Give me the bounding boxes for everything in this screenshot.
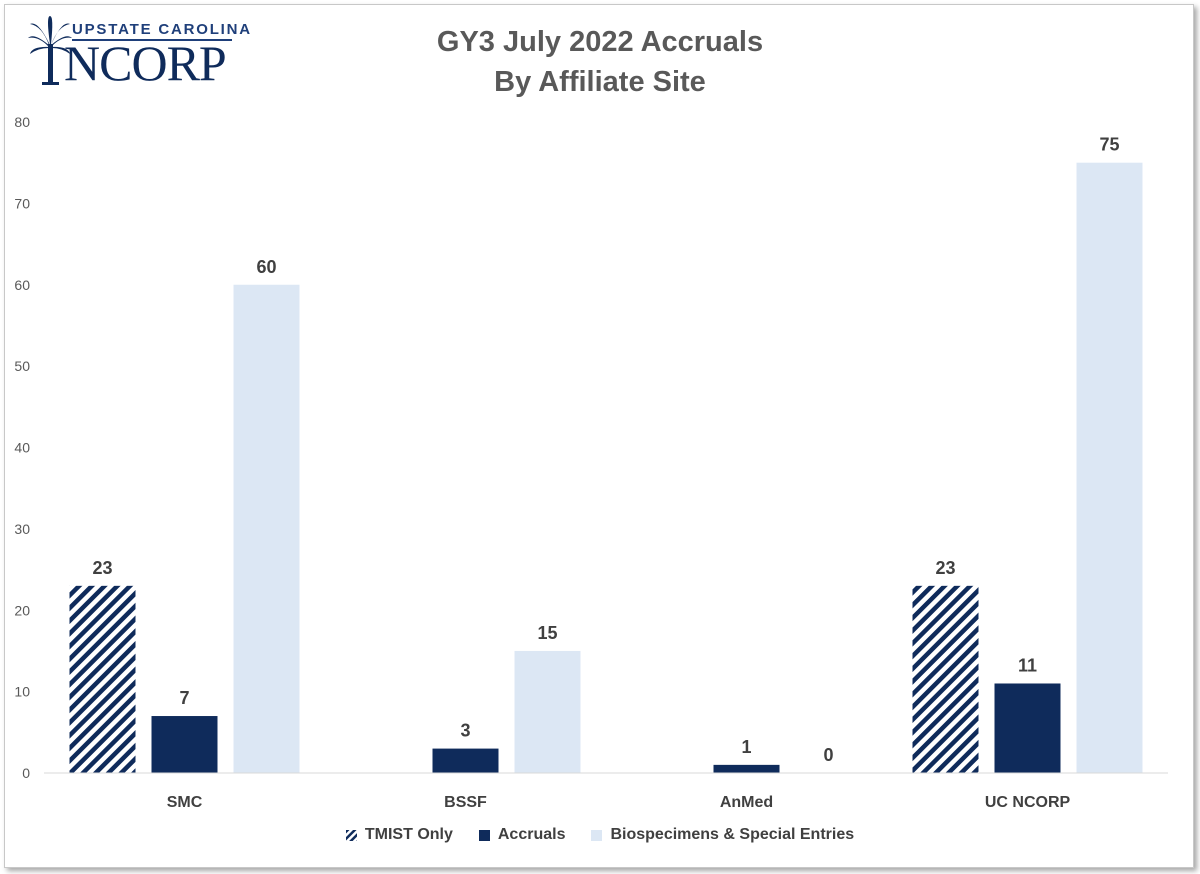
x-axis: SMC BSSF AnMed UC NCORP [44,772,1168,811]
y-tick-label: 80 [14,114,30,130]
legend-swatch-accruals [478,829,490,841]
y-tick-label: 30 [14,521,30,537]
data-label: 11 [1018,655,1037,675]
y-tick-label: 60 [14,277,30,293]
data-label: 0 [823,745,833,765]
chart-title: GY3 July 2022 Accruals [436,26,764,58]
legend-item-tmist: TMIST Only [345,826,453,844]
x-tick-label: BSSF [444,794,487,811]
palmetto-tree-icon [28,16,72,85]
bar [994,683,1061,773]
legend-swatch-tmist [345,829,357,841]
bar [514,650,581,773]
data-label: 23 [92,558,112,578]
data-label: 23 [935,558,955,578]
legend-label-tmist: TMIST Only [364,826,453,843]
bar [432,748,499,773]
chart-title-block: GY3 July 2022 Accruals By Affiliate Site [300,22,900,102]
bar [713,764,780,773]
x-tick-label: UC NCORP [985,794,1071,811]
legend-label-accruals: Accruals [497,826,566,843]
y-axis: 0 10 20 30 40 50 60 70 80 [14,114,30,781]
y-tick-label: 10 [14,684,30,700]
legend-item-accruals: Accruals [478,826,566,844]
logo-main-text: NCORP [64,35,227,91]
data-label: 60 [256,257,276,277]
data-label: 3 [460,721,470,741]
y-tick-label: 50 [14,358,30,374]
y-tick-label: 70 [14,195,30,211]
legend-item-biospecimens: Biospecimens & Special Entries [591,826,854,844]
y-tick-label: 40 [14,440,30,456]
chart-subtitle: By Affiliate Site [494,66,706,98]
y-tick-label: 20 [14,602,30,618]
bar [69,585,136,773]
legend-label-biospecimens: Biospecimens & Special Entries [610,826,855,843]
legend-swatch-biospecimens [591,829,603,841]
x-tick-label: SMC [167,794,203,811]
logo-rule [72,39,232,41]
data-label: 1 [741,737,751,757]
bar [912,585,979,773]
data-label: 7 [179,688,189,708]
bar [1076,162,1143,773]
y-tick-label: 0 [22,765,30,781]
ncorp-logo: UPSTATE CAROLINA NCORP [28,12,250,92]
bar [151,716,218,773]
bar [233,284,300,773]
x-tick-label: AnMed [720,794,773,811]
logo-top-text: UPSTATE CAROLINA [72,21,252,38]
legend: TMIST Only Accruals Biospecimens & Speci… [0,826,1200,844]
data-label: 15 [537,623,557,643]
bar-series: 23 7 60 3 15 1 0 23 11 75 [69,135,1143,773]
data-label: 75 [1099,135,1119,155]
